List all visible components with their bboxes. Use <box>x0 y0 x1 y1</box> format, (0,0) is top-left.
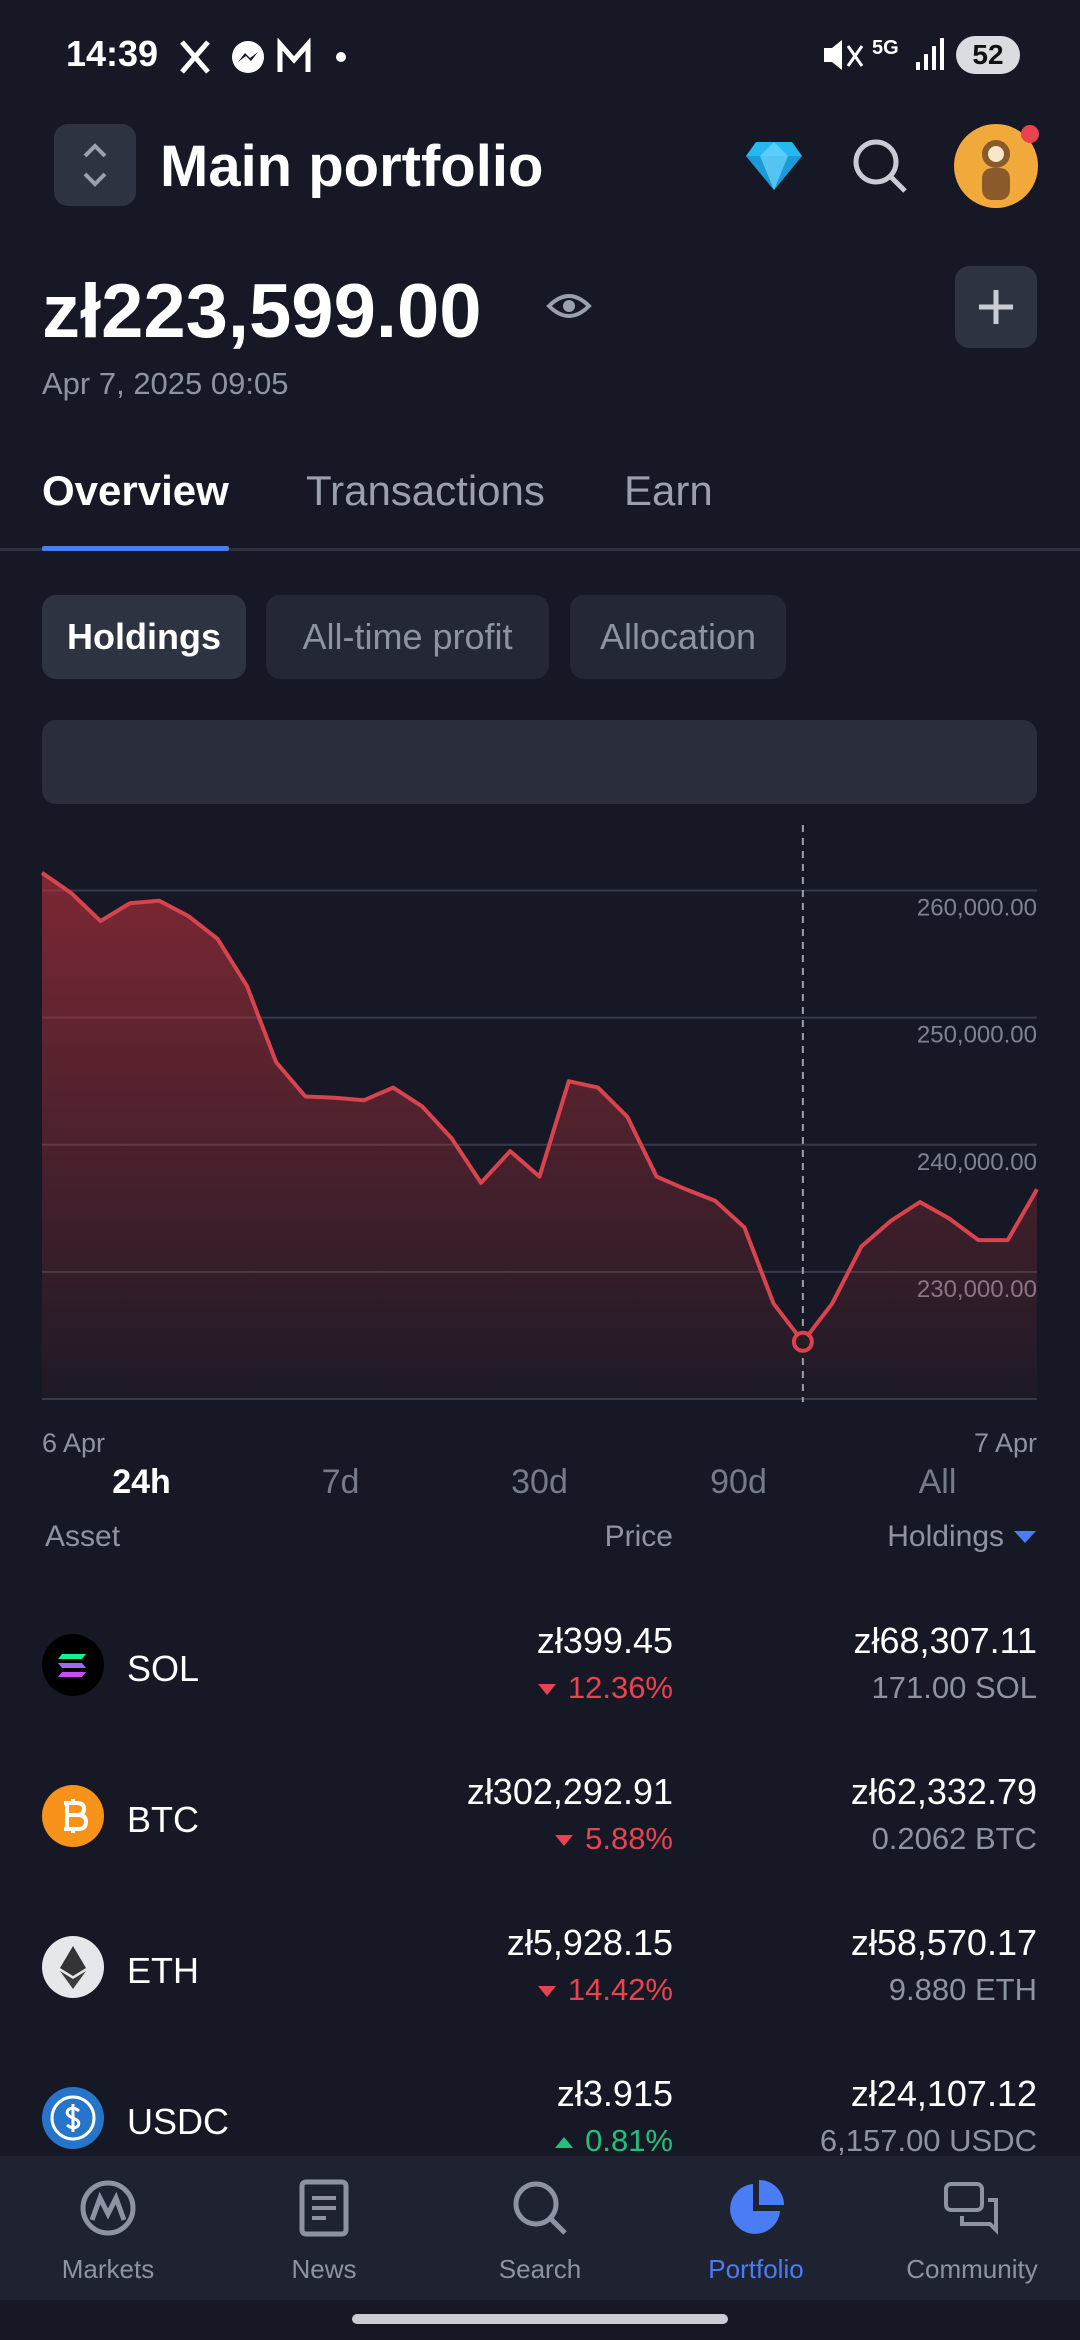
y-tick-label: 240,000.00 <box>917 1149 1037 1176</box>
column-asset: Asset <box>45 1520 121 1553</box>
asset-symbol: USDC <box>127 2101 230 2142</box>
nav-item[interactable]: News <box>216 2156 432 2300</box>
add-icon <box>979 290 1013 324</box>
area-fill <box>42 872 1037 1399</box>
nav-item[interactable]: Portfolio <box>648 2156 864 2300</box>
asset-change: 14.42% <box>538 1972 673 2008</box>
asset-row[interactable]: BTC zł302,292.91 5.88% zł62,332.79 0.206… <box>0 1741 1080 1892</box>
asset-amount: 6,157.00 USDC <box>819 2123 1037 2158</box>
nav-icon <box>513 2181 567 2235</box>
selected-point <box>791 1330 814 1353</box>
asset-holdings: zł68,307.11 <box>853 1620 1037 1661</box>
add-button[interactable] <box>955 266 1037 348</box>
asset-price: zł5,928.15 <box>506 1922 673 1963</box>
nav-label: Markets <box>61 2254 155 2284</box>
asset-icon <box>42 1785 104 1847</box>
asset-amount: 171.00 SOL <box>871 1670 1037 1705</box>
pill[interactable]: Holdings <box>42 595 246 679</box>
asset-amount: 0.2062 BTC <box>871 1821 1037 1856</box>
search-button[interactable] <box>850 136 910 196</box>
balance-date: Apr 7, 2025 09:05 <box>42 366 289 401</box>
tab[interactable]: Transactions <box>306 467 545 514</box>
status-icons <box>180 38 346 74</box>
asset-price: zł399.45 <box>536 1620 673 1661</box>
asset-change: 0.81% <box>555 2123 673 2159</box>
column-holdings[interactable]: Holdings <box>887 1520 1004 1553</box>
x-label: 6 Apr <box>42 1428 105 1458</box>
asset-holdings: zł62,332.79 <box>850 1771 1037 1812</box>
asset-price: zł302,292.91 <box>466 1771 673 1812</box>
range-option[interactable]: 90d <box>710 1462 767 1501</box>
asset-icon <box>42 1936 104 1998</box>
asset-symbol: ETH <box>127 1950 199 1991</box>
nav-icon <box>944 2182 998 2235</box>
nav-icon <box>80 2180 136 2236</box>
column-price[interactable]: Price <box>604 1520 673 1553</box>
asset-holdings: zł24,107.12 <box>850 2073 1037 2114</box>
bottom-nav: Markets News Search Portfolio Community <box>0 2156 1080 2300</box>
battery-level: 52 <box>972 39 1004 70</box>
asset-holdings: zł58,570.17 <box>850 1922 1037 1963</box>
asset-symbol: BTC <box>127 1799 199 1840</box>
premium-icon[interactable] <box>744 140 804 192</box>
y-tick-label: 260,000.00 <box>917 895 1037 922</box>
switcher-icon <box>83 143 107 187</box>
tab-indicator <box>42 546 229 551</box>
asset-row[interactable]: ETH zł5,928.15 14.42% zł58,570.17 9.880 … <box>0 1892 1080 2043</box>
nav-item[interactable]: Search <box>432 2156 648 2300</box>
asset-row[interactable]: USDC zł3.915 0.81% zł24,107.12 6,157.00 … <box>0 2043 1080 2194</box>
tab[interactable]: Overview <box>42 467 229 514</box>
home-indicator <box>352 2314 728 2324</box>
asset-icon <box>42 1634 104 1696</box>
asset-symbol: SOL <box>127 1648 200 1689</box>
nav-icon <box>299 2179 349 2237</box>
nav-label: Search <box>498 2254 582 2284</box>
avatar[interactable] <box>952 122 1044 214</box>
visibility-toggle[interactable] <box>546 290 592 322</box>
portfolio-title: Main portfolio <box>160 134 544 199</box>
status-signal <box>824 38 944 70</box>
nav-item[interactable]: Community <box>864 2156 1080 2300</box>
sort-indicator <box>1014 1531 1036 1543</box>
nav-icon <box>730 2180 784 2234</box>
asset-price: zł3.915 <box>556 2073 673 2114</box>
range-option[interactable]: 7d <box>321 1462 360 1501</box>
network-type: 5G <box>872 37 899 59</box>
portfolio-switcher[interactable] <box>54 124 136 206</box>
nav-label: Community <box>906 2254 1038 2284</box>
chart: 230,000.00240,000.00250,000.00260,000.00… <box>40 825 1039 1458</box>
y-tick-label: 250,000.00 <box>917 1022 1037 1049</box>
asset-change: 5.88% <box>555 1821 673 1857</box>
range-option[interactable]: 30d <box>511 1462 568 1501</box>
asset-row[interactable]: SOL zł399.45 12.36% zł68,307.11 171.00 S… <box>0 1590 1080 1741</box>
asset-change: 12.36% <box>538 1670 673 1706</box>
range-control: 24h 7d 30d 90d All <box>42 720 1037 1518</box>
balance-amount: zł223,599.00 <box>42 269 482 354</box>
x-label: 7 Apr <box>974 1428 1037 1458</box>
pill[interactable]: Allocation <box>570 595 786 679</box>
price-line <box>40 871 1039 1344</box>
tab-divider <box>0 548 1080 551</box>
tab[interactable]: Earn <box>624 467 713 514</box>
nav-item[interactable]: Markets <box>0 2156 216 2300</box>
range-option[interactable]: All <box>918 1462 957 1501</box>
asset-amount: 9.880 ETH <box>888 1972 1037 2007</box>
nav-label: Portfolio <box>708 2254 804 2284</box>
range-option[interactable]: 24h <box>48 1446 235 1518</box>
asset-icon <box>42 2087 104 2149</box>
status-time: 14:39 <box>66 33 159 74</box>
pill[interactable]: All-time profit <box>266 595 549 679</box>
battery: 52 <box>956 36 1020 74</box>
nav-label: News <box>291 2254 357 2284</box>
